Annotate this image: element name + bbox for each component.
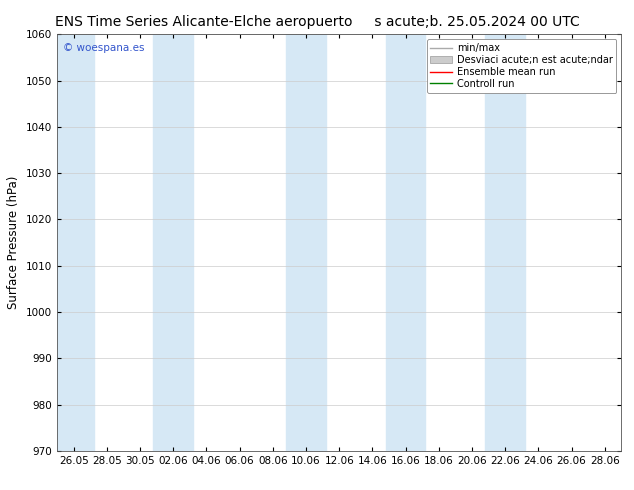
- Bar: [385, 34, 425, 451]
- Text: ENS Time Series Alicante-Elche aeropuerto     s acute;b. 25.05.2024 00 UTC: ENS Time Series Alicante-Elche aeropuert…: [55, 15, 579, 29]
- Text: © woespana.es: © woespana.es: [63, 43, 144, 52]
- Bar: [54, 34, 94, 451]
- Legend: min/max, Desviaci acute;n est acute;ndar, Ensemble mean run, Controll run: min/max, Desviaci acute;n est acute;ndar…: [427, 39, 616, 93]
- Bar: [485, 34, 525, 451]
- Bar: [286, 34, 326, 451]
- Y-axis label: Surface Pressure (hPa): Surface Pressure (hPa): [8, 176, 20, 309]
- Bar: [153, 34, 193, 451]
